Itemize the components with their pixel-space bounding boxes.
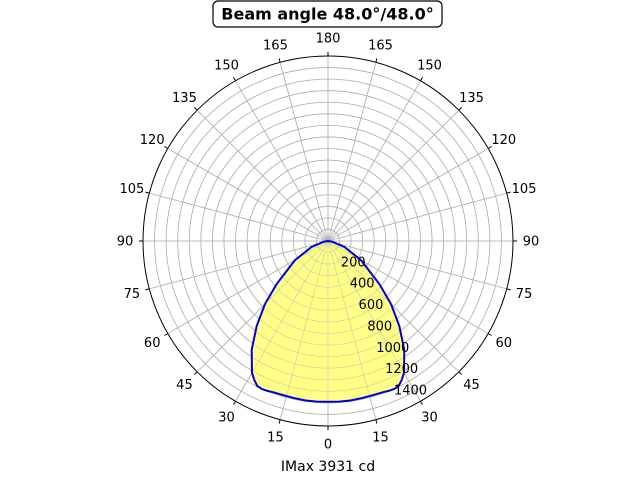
angular-gridline-overlay — [279, 62, 329, 242]
tick-labels: 0 15 30 45 60 75 90 105 120 135 150 165 180 165 150 135… — [117, 32, 540, 453]
angle-tick-mark — [233, 400, 236, 405]
angular-gridline-overlay — [327, 148, 489, 242]
angular-gridline-overlay — [327, 62, 377, 242]
angular-gridline-overlay — [149, 240, 329, 290]
angle-tick-label: 120 — [491, 133, 516, 148]
intensity-curve — [250, 240, 406, 403]
angle-tick-mark — [487, 333, 492, 336]
title-frame — [212, 0, 443, 28]
angle-tick-label: 0 — [324, 438, 332, 453]
angular-gridline-overlay — [235, 240, 329, 402]
angle-tick-label: 60 — [496, 336, 513, 351]
radial-tick-label: 600 — [359, 298, 384, 313]
angle-tick-label: 15 — [372, 431, 389, 446]
angle-tick-mark — [420, 400, 423, 405]
angular-gridline-overlay — [327, 80, 421, 242]
angle-tick-mark — [145, 191, 150, 194]
angle-tick-mark — [375, 419, 378, 424]
angle-tick-mark — [458, 371, 462, 375]
angle-tick-mark — [278, 419, 281, 424]
angle-tick-label: 75 — [516, 287, 533, 302]
angular-gridline-overlay — [327, 240, 421, 402]
angle-tick-mark — [145, 288, 150, 291]
radial-tick-label: 1200 — [385, 362, 418, 377]
angle-tick-label: 30 — [218, 410, 235, 425]
angular-gridline-overlay — [327, 240, 377, 420]
angular-gridline-overlay — [167, 148, 329, 242]
angular-gridline-overlay — [327, 240, 489, 334]
angle-tick-label: 90 — [523, 235, 540, 250]
angular-gridline-overlay — [196, 109, 329, 242]
angle-tick-label: 165 — [368, 38, 393, 53]
angle-tick-label: 30 — [421, 410, 438, 425]
angle-tick-mark — [506, 191, 511, 194]
angle-tick-label: 180 — [316, 32, 341, 47]
angle-tick-mark — [375, 58, 378, 63]
data-layer — [143, 56, 513, 426]
chart-title: Beam angle 48.0°/48.0° — [221, 5, 433, 24]
angle-tick-label: 75 — [124, 287, 141, 302]
angular-gridline-overlay — [279, 240, 329, 420]
angle-tick-label: 135 — [172, 91, 197, 106]
angle-tick-label: 45 — [463, 378, 480, 393]
radial-tick-label: 800 — [367, 319, 392, 334]
angular-gridline-overlay — [327, 192, 507, 242]
chart-title-box: Beam angle 48.0°/48.0° — [212, 0, 443, 28]
angle-tick-mark — [233, 77, 236, 82]
angle-tick-mark — [506, 288, 511, 291]
angular-gridline-overlay — [235, 80, 329, 242]
angle-tick-label: 60 — [144, 336, 161, 351]
angular-gridline-overlay — [196, 240, 329, 373]
angle-tick-mark — [487, 146, 492, 149]
angle-tick-mark — [194, 107, 198, 111]
x-axis-label: IMax 3931 cd — [281, 459, 375, 475]
angle-tick-mark — [420, 77, 423, 82]
angle-tick-mark — [164, 146, 169, 149]
angle-tick-label: 150 — [214, 59, 239, 74]
angle-tick-mark — [458, 107, 462, 111]
angle-tick-label: 105 — [120, 182, 145, 197]
angle-tick-mark — [164, 333, 169, 336]
angular-gridline-overlay — [167, 240, 329, 334]
angle-tick-label: 105 — [512, 182, 537, 197]
angular-gridline-overlay — [327, 109, 460, 242]
angle-tick-label: 150 — [417, 59, 442, 74]
radial-tick-label: 1000 — [376, 341, 409, 356]
radial-tick-label: 200 — [341, 255, 366, 270]
angle-tick-label: 45 — [176, 378, 193, 393]
radial-tick-label: 400 — [350, 277, 375, 292]
angle-tick-label: 90 — [117, 235, 134, 250]
angle-tick-label: 135 — [459, 91, 484, 106]
angle-tick-label: 120 — [140, 133, 165, 148]
angular-gridline-overlay — [327, 240, 460, 373]
angle-tick-label: 15 — [267, 431, 284, 446]
angular-gridline-overlay — [149, 192, 329, 242]
angle-tick-mark — [278, 58, 281, 63]
angle-tick-mark — [194, 371, 198, 375]
angular-gridline-overlay — [327, 240, 507, 290]
angle-tick-label: 165 — [263, 38, 288, 53]
radial-tick-label: 1400 — [394, 384, 427, 399]
